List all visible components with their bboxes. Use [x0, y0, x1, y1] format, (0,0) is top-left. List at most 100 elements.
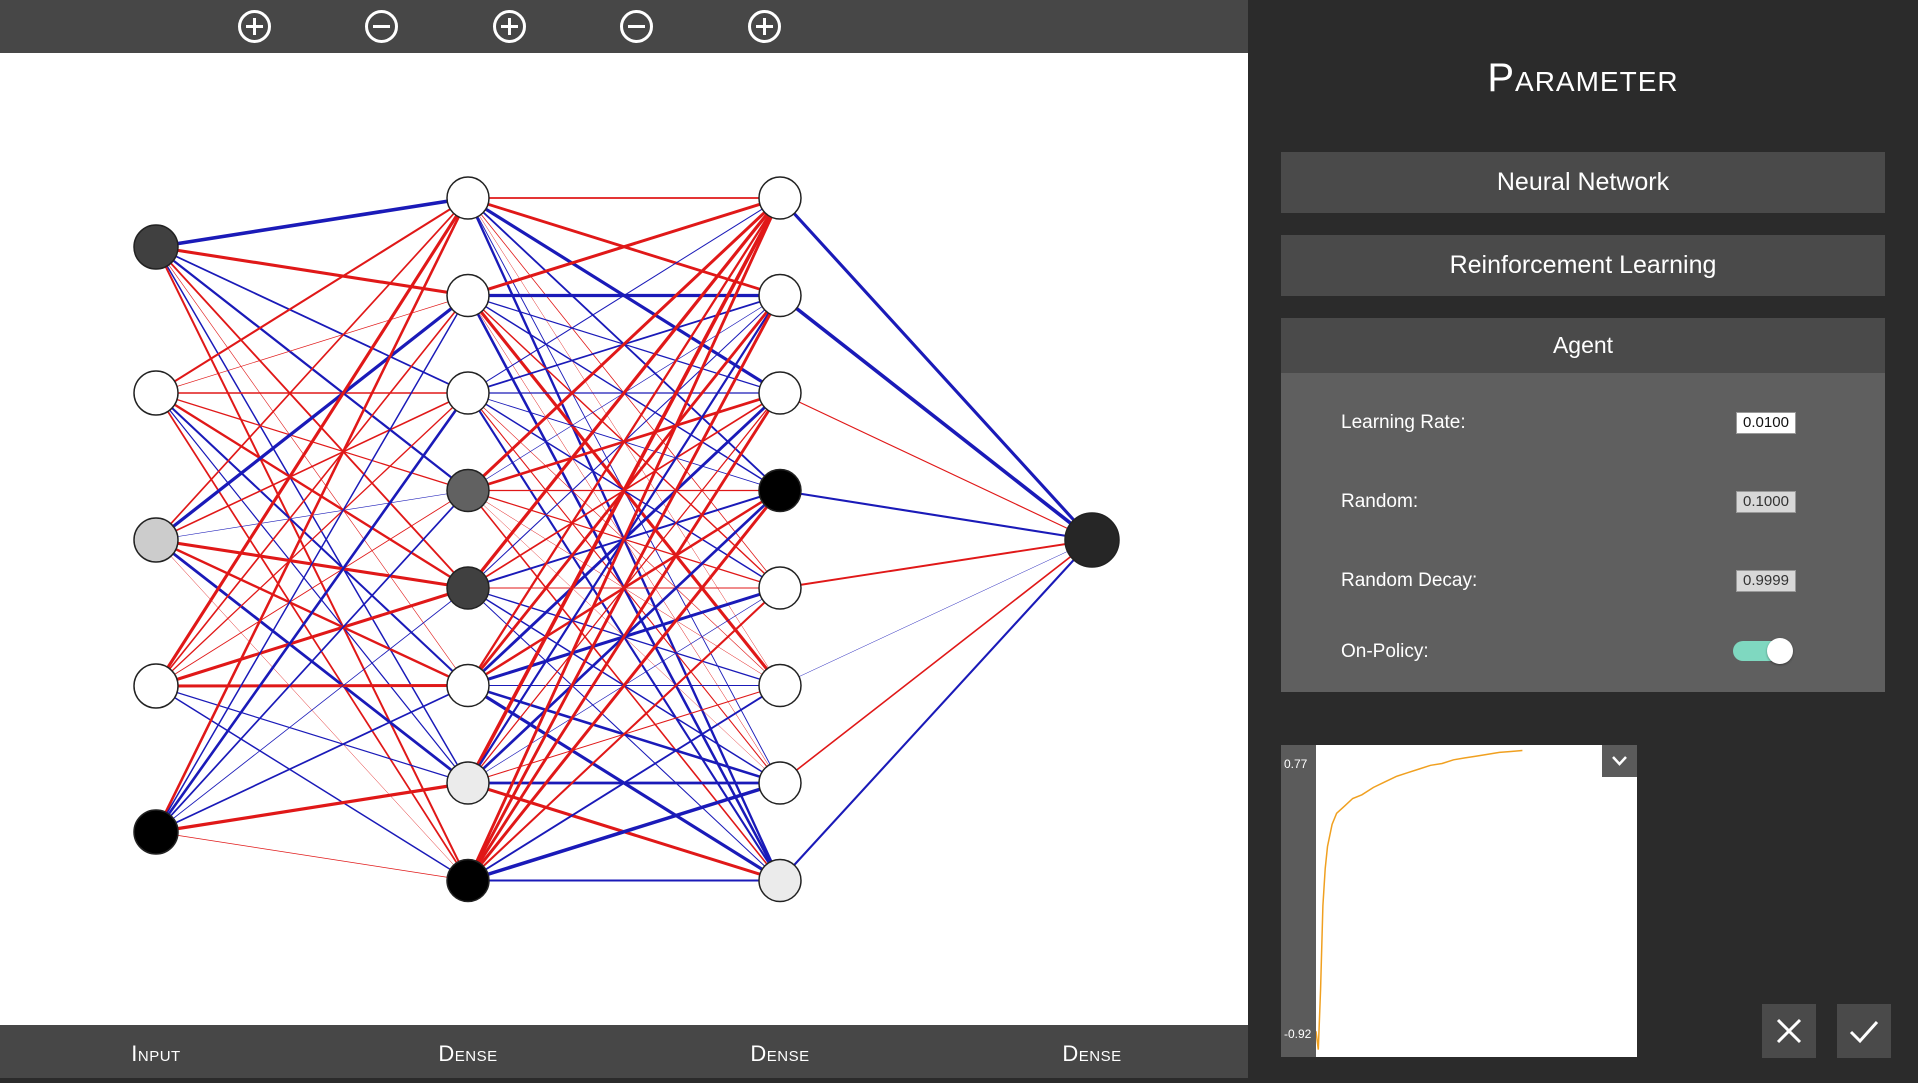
neuron[interactable] — [446, 761, 490, 805]
connection-weight — [466, 197, 782, 882]
connection-weight — [155, 392, 469, 541]
layer-label-dense-3: Dense — [1062, 1041, 1122, 1066]
connections — [154, 196, 1094, 883]
connection-weight — [155, 197, 469, 541]
neural-network-section-button[interactable]: Neural Network — [1281, 152, 1885, 213]
close-icon — [1776, 1018, 1802, 1044]
remove-layer-button-2[interactable] — [618, 8, 655, 45]
cancel-button[interactable] — [1762, 1004, 1816, 1058]
plus-circle-icon — [493, 10, 526, 43]
neuron[interactable] — [758, 566, 802, 610]
connection-weight — [154, 294, 470, 542]
connection-weight — [779, 539, 1093, 882]
parameter-panel: Parameter Neural Network Reinforcement L… — [1248, 0, 1918, 1078]
random-decay-input[interactable]: 0.9999 — [1736, 570, 1796, 592]
neuron[interactable] — [446, 468, 490, 513]
connection-weight — [155, 197, 469, 394]
connection-weight — [155, 295, 469, 833]
connection-weight — [154, 197, 470, 833]
on-policy-toggle[interactable] — [1733, 638, 1793, 664]
agent-section: Agent Learning Rate: 0.0100 Random: 0.10… — [1281, 318, 1885, 692]
y-min-tick-label: -0.92 — [1284, 1027, 1312, 1041]
connection-weight — [467, 197, 781, 687]
neuron[interactable] — [446, 566, 490, 610]
connection-weight — [779, 392, 1093, 541]
learning-rate-input[interactable]: 0.0100 — [1736, 412, 1796, 434]
neuron[interactable] — [133, 517, 179, 563]
neuron[interactable] — [758, 858, 802, 903]
connection-weight — [154, 197, 470, 687]
connection-weight — [155, 587, 469, 833]
neuron[interactable] — [446, 371, 490, 415]
neuron[interactable] — [133, 370, 179, 416]
connection-weight — [155, 392, 469, 687]
neuron[interactable] — [446, 273, 490, 318]
add-layer-button-1[interactable] — [236, 8, 273, 45]
connection-weight — [466, 197, 782, 784]
connection-weight — [466, 196, 782, 590]
connection-weight — [467, 781, 781, 883]
connection-weight — [779, 539, 1093, 589]
connection-weight — [467, 196, 781, 297]
minus-circle-icon — [620, 10, 653, 43]
layer-label-dense-2: Dense — [750, 1041, 810, 1066]
y-max-tick-label: 0.77 — [1284, 757, 1308, 771]
connection-weight — [779, 539, 1093, 784]
connection-weight — [155, 831, 469, 881]
connection-weight — [779, 489, 1093, 542]
connection-weight — [155, 685, 469, 882]
layer-toolbar — [0, 0, 1248, 53]
network-diagram — [133, 176, 1120, 903]
plus-circle-icon — [238, 10, 271, 43]
connection-weight — [155, 586, 469, 688]
connection-weight — [778, 294, 1094, 542]
connection-weight — [155, 781, 469, 834]
connection-weight — [155, 196, 469, 249]
neuron[interactable] — [758, 663, 802, 708]
neuron[interactable] — [133, 809, 179, 855]
chart-dropdown-button[interactable] — [1602, 745, 1637, 777]
neuron[interactable] — [758, 176, 802, 220]
neuron[interactable] — [446, 858, 490, 903]
add-layer-button-2[interactable] — [491, 8, 528, 45]
neuron[interactable] — [758, 273, 802, 318]
neurons — [133, 176, 1120, 903]
reward-series-line — [1315, 749, 1523, 1050]
panel-title: Parameter — [1487, 56, 1679, 100]
connection-weight — [155, 245, 469, 298]
layer-labels-bar: Input Dense Dense Dense — [0, 1025, 1248, 1078]
connection-weight — [466, 196, 782, 492]
neuron[interactable] — [446, 176, 490, 220]
connection-weight — [155, 489, 469, 833]
chart-plot-area — [1315, 745, 1637, 1057]
neuron[interactable] — [758, 371, 802, 415]
plus-circle-icon — [748, 10, 781, 43]
agent-section-header[interactable]: Agent — [1281, 318, 1885, 373]
connection-weight — [155, 246, 469, 394]
neuron[interactable] — [133, 224, 179, 270]
neuron[interactable] — [758, 761, 802, 805]
network-editor: Input Dense Dense Dense — [0, 0, 1248, 1078]
add-layer-button-3[interactable] — [746, 8, 783, 45]
reinforcement-learning-section-button[interactable]: Reinforcement Learning — [1281, 235, 1885, 296]
layer-label-dense-1: Dense — [438, 1041, 498, 1066]
connection-weight — [467, 587, 781, 882]
connection-weight — [466, 392, 782, 882]
check-icon — [1849, 1020, 1879, 1044]
connection-weight — [155, 294, 469, 687]
reward-chart: 0.77 -0.92 — [1281, 745, 1637, 1057]
remove-layer-button-1[interactable] — [363, 8, 400, 45]
chart-svg — [1315, 749, 1523, 1050]
connection-weight — [467, 197, 781, 394]
neuron[interactable] — [1064, 512, 1120, 568]
neuron[interactable] — [133, 663, 179, 709]
learning-rate-label: Learning Rate: — [1341, 412, 1466, 433]
connection-weight — [155, 295, 469, 394]
confirm-button[interactable] — [1837, 1004, 1891, 1058]
neuron[interactable] — [758, 468, 802, 513]
connection-weight — [155, 683, 469, 688]
connection-weight — [155, 490, 469, 687]
random-input[interactable]: 0.1000 — [1736, 491, 1796, 513]
neuron[interactable] — [446, 663, 490, 708]
connection-weight — [155, 684, 469, 833]
